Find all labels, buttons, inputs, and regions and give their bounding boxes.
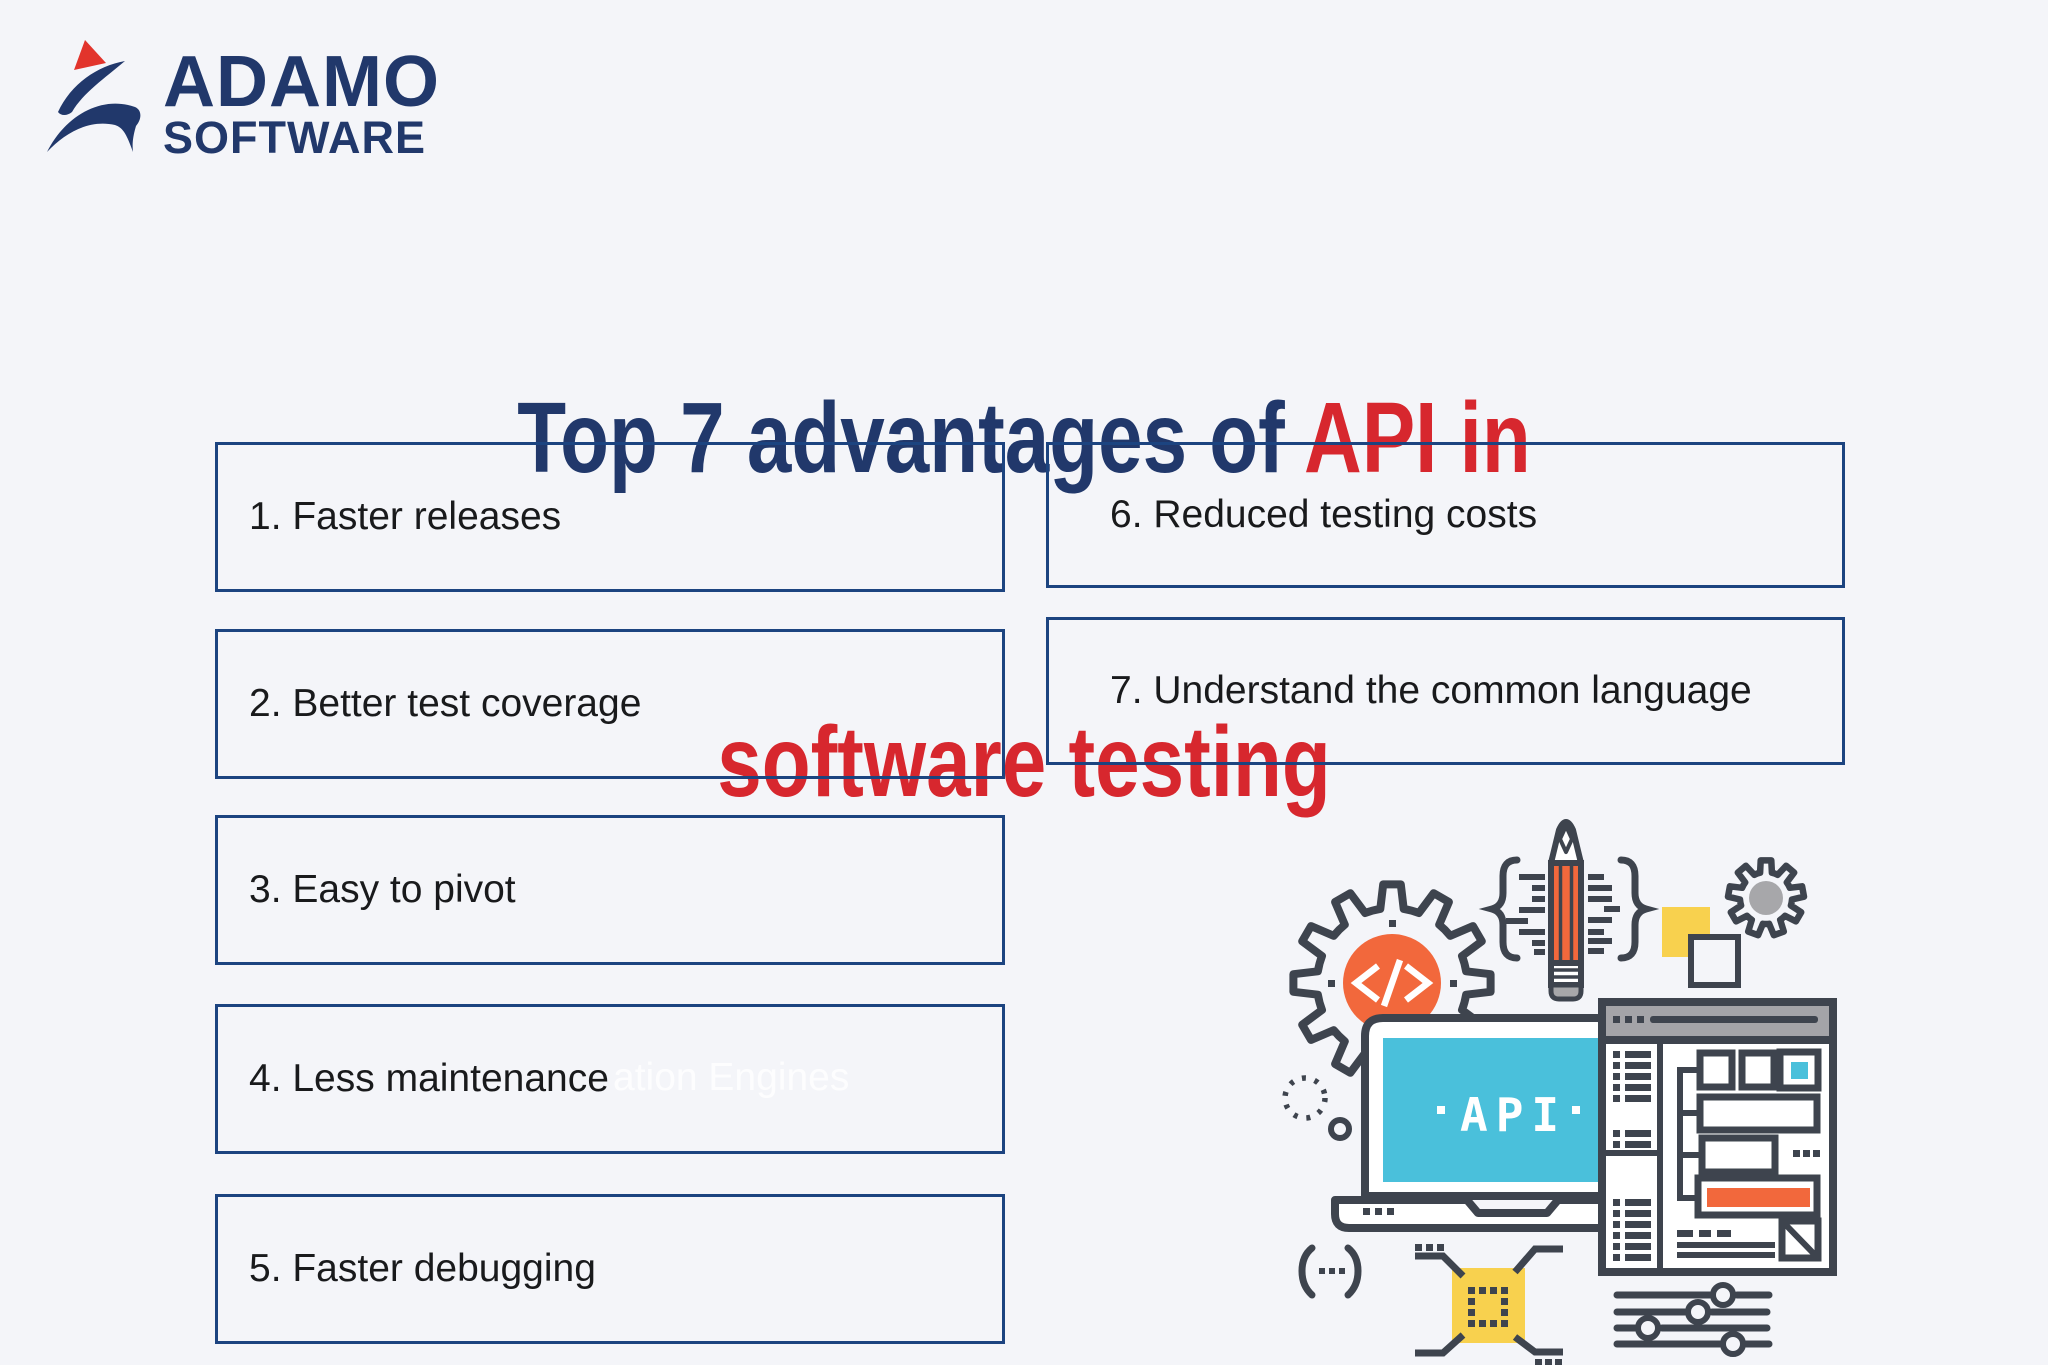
dotted-circle-icon bbox=[1282, 1075, 1328, 1121]
advantage-label: 6. Reduced testing costs bbox=[1110, 493, 1538, 536]
logo-triangle bbox=[74, 40, 106, 70]
small-gear-icon bbox=[1724, 857, 1808, 939]
logo-text: ADAMO SOFTWARE bbox=[163, 42, 440, 163]
advantage-label: 3. Easy to pivot bbox=[249, 868, 516, 911]
pencil-icon bbox=[1548, 819, 1584, 1002]
adamo-logo-icon bbox=[47, 40, 141, 152]
laptop-base bbox=[1331, 1196, 1648, 1232]
laptop-illustration: API bbox=[1331, 1014, 1648, 1232]
advantage-label: 5. Faster debugging bbox=[249, 1247, 596, 1290]
api-illustration: API bbox=[1282, 819, 1837, 1365]
logo-subtitle: SOFTWARE bbox=[163, 112, 426, 163]
advantage-box-2: 2. Better test coverage bbox=[215, 629, 1005, 779]
logo-lower-swoosh bbox=[47, 103, 141, 152]
logo-name: ADAMO bbox=[163, 42, 440, 122]
browser-sidebar-list bbox=[1613, 1051, 1651, 1261]
advantage-label: 4. Less maintenance bbox=[249, 1057, 609, 1100]
bracket-dots-icon bbox=[1298, 1244, 1362, 1299]
advantage-label: 1. Faster releases bbox=[249, 495, 562, 538]
advantage-box-3: 3. Easy to pivot bbox=[215, 815, 1005, 965]
orange-bar bbox=[1707, 1188, 1810, 1207]
advantage-box-7: 7. Understand the common language bbox=[1046, 617, 1845, 765]
advantage-box-5: 5. Faster debugging bbox=[215, 1194, 1005, 1344]
browser-window-illustration bbox=[1598, 998, 1837, 1276]
title-line1-red: API in bbox=[1304, 382, 1531, 494]
advantage-label: 2. Better test coverage bbox=[249, 682, 642, 725]
api-screen-label: API bbox=[1460, 1088, 1567, 1142]
small-ring-icon bbox=[1328, 1117, 1352, 1141]
advantage-label: 7. Understand the common language bbox=[1110, 669, 1752, 712]
logo-upper-swoosh bbox=[58, 61, 125, 115]
title-line-1: Top 7 advantages of API in bbox=[205, 384, 1843, 492]
squares-decoration bbox=[1662, 907, 1741, 988]
sliders-icon bbox=[1613, 1282, 1773, 1357]
adamo-logo: ADAMO SOFTWARE bbox=[45, 38, 440, 163]
advantage-box-6: 6. Reduced testing costs bbox=[1046, 442, 1845, 588]
title-line1-navy: Top 7 advantages of bbox=[517, 382, 1305, 494]
big-gear-icon bbox=[1289, 880, 1495, 1086]
advantage-box-1: 1. Faster releases bbox=[215, 442, 1005, 592]
laptop-screen bbox=[1383, 1038, 1601, 1182]
advantage-box-4: 4. Less maintenance bbox=[215, 1004, 1005, 1154]
code-icon bbox=[1350, 958, 1434, 1008]
chip-icon bbox=[1415, 1244, 1563, 1365]
image-placeholder-icon bbox=[1778, 1217, 1822, 1262]
code-braces-icon bbox=[1478, 856, 1660, 962]
